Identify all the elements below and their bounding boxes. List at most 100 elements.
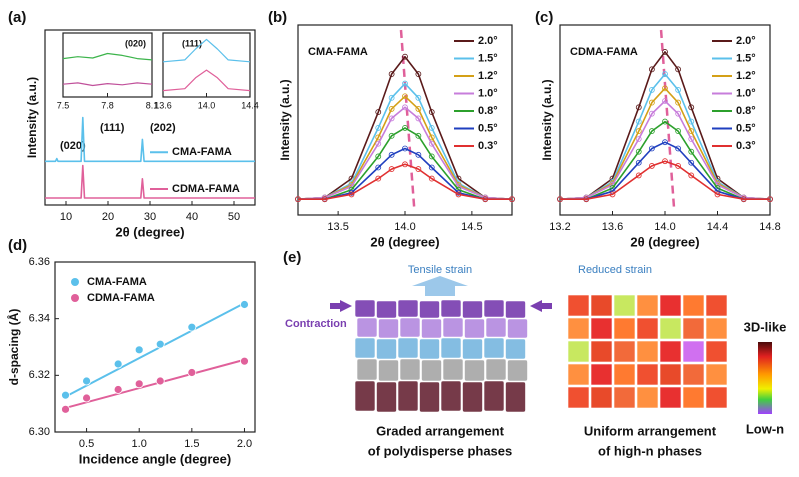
block <box>705 386 728 409</box>
data-point <box>415 132 422 139</box>
block <box>464 359 485 382</box>
block <box>462 300 483 319</box>
block <box>590 363 613 386</box>
data-point <box>767 196 773 203</box>
arrow <box>530 300 552 312</box>
x-tick-label: 13.2 <box>549 221 570 233</box>
x-tick-label: 50 <box>228 211 240 223</box>
data-point <box>675 99 682 106</box>
series-line <box>560 120 770 200</box>
block <box>567 386 590 409</box>
data-point <box>134 379 144 389</box>
data-point <box>635 118 642 125</box>
legend-label: 0.8° <box>478 105 498 117</box>
data-point <box>415 94 422 101</box>
annotation: (111) <box>182 38 202 48</box>
data-point <box>348 191 355 198</box>
y-tick-label: 6.32 <box>29 369 50 381</box>
block <box>507 318 528 339</box>
data-point <box>428 125 435 131</box>
data-point <box>375 125 382 131</box>
data-point <box>402 93 408 100</box>
plot-frame <box>44 29 256 206</box>
panel-label: (a) <box>8 9 26 26</box>
data-point <box>388 71 395 77</box>
block <box>613 294 636 317</box>
x-tick-label: 14.5 <box>461 221 482 233</box>
legend-label: 1.0° <box>736 87 756 99</box>
y-tick-label: 6.34 <box>29 313 50 325</box>
caption: of high-n phases <box>598 443 702 458</box>
block <box>590 317 613 340</box>
series-line <box>298 163 512 200</box>
series-line <box>297 106 513 200</box>
block <box>659 386 682 409</box>
side-label: Contraction <box>285 318 347 330</box>
data-point <box>428 140 435 147</box>
data-point <box>82 376 91 386</box>
legend-label: 2.0° <box>478 35 498 47</box>
panel-label: (e) <box>283 249 301 266</box>
y-tick-label: 6.30 <box>29 426 50 438</box>
data-point <box>295 196 301 203</box>
legend-label: 0.3° <box>736 140 756 152</box>
data-point <box>113 359 123 369</box>
series-line <box>297 82 513 200</box>
data-point <box>375 164 382 171</box>
x-tick-label: 13.5 <box>327 221 348 233</box>
annotation: (020) <box>60 140 86 152</box>
x-tick-label: 2.0 <box>237 438 252 450</box>
legend-label: 0.3° <box>478 140 498 152</box>
block <box>356 358 378 381</box>
block <box>567 317 590 340</box>
data-point <box>240 356 249 366</box>
data-point <box>402 80 408 87</box>
series-line <box>162 38 251 63</box>
data-point <box>415 71 422 77</box>
block <box>440 337 462 359</box>
data-point <box>415 115 422 122</box>
block <box>354 337 376 359</box>
block <box>705 340 728 363</box>
x-axis-label: Incidence angle (degree) <box>79 451 231 466</box>
block <box>376 300 397 319</box>
block <box>483 299 505 318</box>
legend-label: 0.5° <box>478 122 498 134</box>
data-point <box>428 164 435 171</box>
block <box>483 380 505 412</box>
data-point <box>675 128 682 134</box>
annotation: CDMA-FAMA <box>570 46 638 58</box>
block <box>376 338 397 360</box>
block <box>636 386 659 409</box>
data-point <box>662 158 668 165</box>
block-grid <box>567 294 728 409</box>
block <box>705 363 728 386</box>
x-tick-label: 8.1 <box>146 100 159 110</box>
data-point <box>609 191 616 198</box>
data-point <box>662 139 668 146</box>
data-point <box>113 385 123 394</box>
x-tick-label: 40 <box>186 211 198 223</box>
block <box>682 340 705 363</box>
x-tick-label: 14.4 <box>707 221 728 233</box>
data-point <box>415 106 422 112</box>
block <box>483 337 505 359</box>
data-point <box>240 300 249 309</box>
data-point <box>662 49 668 55</box>
data-point <box>662 71 668 77</box>
x-tick-label: 1.0 <box>132 438 147 450</box>
legend-label: 0.5° <box>736 122 756 134</box>
x-tick-label: 1.5 <box>184 438 199 450</box>
data-point <box>635 148 642 155</box>
series-line <box>297 55 513 200</box>
data-point <box>675 145 682 152</box>
data-point <box>375 175 382 182</box>
data-point <box>321 196 328 203</box>
series-line <box>298 147 512 200</box>
series-line <box>559 73 771 200</box>
data-point <box>675 110 682 117</box>
data-point <box>402 104 408 111</box>
panel-label: (b) <box>268 9 287 26</box>
caption: Graded arrangement <box>376 423 505 438</box>
data-point <box>714 191 721 198</box>
